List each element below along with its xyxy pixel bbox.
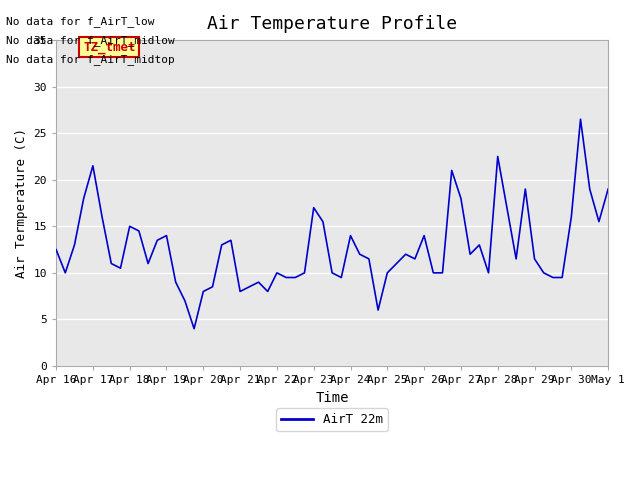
Text: No data for f_AirT_midtop: No data for f_AirT_midtop bbox=[6, 54, 175, 65]
X-axis label: Time: Time bbox=[316, 391, 349, 405]
Title: Air Temperature Profile: Air Temperature Profile bbox=[207, 15, 457, 33]
Text: No data for f_AirT_midlow: No data for f_AirT_midlow bbox=[6, 35, 175, 46]
Text: No data for f_AirT_low: No data for f_AirT_low bbox=[6, 16, 155, 27]
Y-axis label: Air Termperature (C): Air Termperature (C) bbox=[15, 128, 28, 278]
Legend: AirT 22m: AirT 22m bbox=[276, 408, 388, 432]
Text: TZ_tmet: TZ_tmet bbox=[83, 41, 136, 54]
